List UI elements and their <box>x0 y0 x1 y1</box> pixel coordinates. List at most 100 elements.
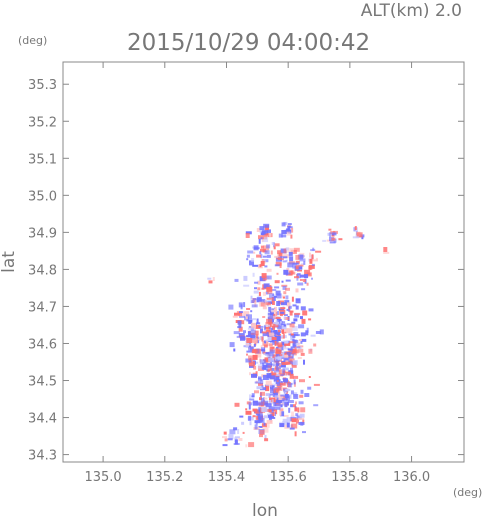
echo-cell <box>264 324 271 327</box>
echo-cell <box>260 302 266 307</box>
echo-cell <box>269 332 275 337</box>
echo-cell <box>280 323 286 327</box>
echo-cell <box>276 311 279 316</box>
echo-cell <box>264 438 269 442</box>
echo-cell <box>300 306 306 311</box>
echo-cell <box>291 418 297 423</box>
echo-cell <box>309 258 313 264</box>
echo-cell <box>264 234 267 240</box>
echo-cell <box>253 365 257 370</box>
echo-cell <box>304 274 309 279</box>
x-tick-label: 136.0 <box>393 470 430 485</box>
echo-cell <box>245 343 252 346</box>
echo-cell <box>251 304 258 308</box>
echo-cell <box>266 363 273 368</box>
echo-cell <box>250 329 256 335</box>
echo-cell <box>269 417 276 419</box>
echo-cell <box>274 333 280 336</box>
echo-cell <box>258 426 263 428</box>
echo-cell <box>249 421 252 426</box>
echo-cell <box>281 368 285 374</box>
echo-cell <box>274 317 281 320</box>
echo-cell <box>262 237 269 243</box>
echo-cell <box>313 383 320 386</box>
echo-cell <box>299 258 306 262</box>
echo-cell <box>275 363 282 366</box>
echo-cell <box>293 375 299 379</box>
echo-cell <box>246 314 252 320</box>
echo-cell <box>268 409 272 413</box>
echo-cell <box>308 376 311 378</box>
echo-cell <box>338 238 343 241</box>
echo-cell <box>285 247 289 251</box>
echo-cell <box>233 443 240 445</box>
echo-cell <box>276 257 282 260</box>
echo-cell <box>252 264 259 267</box>
echo-cell <box>295 298 301 304</box>
echo-cell <box>272 294 275 297</box>
echo-cell <box>268 306 272 312</box>
echo-cell <box>271 399 274 405</box>
echo-cell <box>288 383 293 388</box>
echo-cell <box>275 261 282 266</box>
echo-cell <box>259 359 266 365</box>
echo-cell <box>257 401 264 406</box>
echo-cell <box>276 318 282 323</box>
echo-cell <box>287 400 294 403</box>
echo-cell <box>329 241 336 244</box>
echo-cell <box>251 258 255 262</box>
echo-cell <box>273 379 276 382</box>
echo-cell <box>310 334 316 337</box>
echo-cell <box>289 256 294 262</box>
echo-cell <box>383 247 388 252</box>
echo-cell <box>322 239 327 242</box>
echo-cell <box>223 431 227 435</box>
echo-cell <box>258 376 262 382</box>
echo-cell <box>273 295 277 298</box>
echo-cell <box>295 254 300 260</box>
echo-cell <box>227 438 233 441</box>
echo-cell <box>271 367 275 371</box>
echo-cell <box>258 238 261 244</box>
echo-cell <box>256 228 260 232</box>
echo-cell <box>256 318 259 324</box>
echo-cell <box>259 226 265 231</box>
echo-cell <box>256 334 258 339</box>
echo-cell <box>253 251 256 254</box>
x-tick-label: 135.8 <box>331 470 368 485</box>
echo-cell <box>249 372 251 376</box>
echo-cell <box>265 403 272 408</box>
echo-cell <box>268 357 275 362</box>
axis-ticks: 34.3 34.4 34.5 34.6 34.7 34.8 34.9 35.0 35.1 35.2… <box>28 62 464 485</box>
echo-cell <box>240 336 245 341</box>
echo-cell <box>266 318 273 324</box>
echo-cell <box>267 337 272 341</box>
echo-cell <box>275 400 282 404</box>
echo-cell <box>290 404 294 408</box>
echo-cell <box>261 299 266 304</box>
echo-cell <box>263 422 266 426</box>
echo-cell <box>272 391 278 397</box>
echo-cell <box>302 431 306 434</box>
echo-cell <box>256 254 262 258</box>
echo-cell <box>260 387 266 391</box>
echo-cell <box>259 276 266 282</box>
echo-cell <box>292 360 298 366</box>
echo-cell <box>224 438 228 442</box>
echo-cell <box>261 331 267 334</box>
echo-cell <box>271 297 274 303</box>
y-tick-label: 34.7 <box>28 300 57 315</box>
echo-cell <box>270 389 276 394</box>
echo-cell <box>252 272 255 277</box>
echo-cell <box>288 305 292 309</box>
echo-cell <box>308 308 314 312</box>
echo-cell <box>281 222 286 227</box>
echo-cell <box>262 332 269 337</box>
echo-cell <box>290 354 293 357</box>
echo-cell <box>278 369 282 375</box>
echo-cell <box>286 308 289 311</box>
echo-cell <box>279 421 286 424</box>
echo-cell <box>256 386 263 390</box>
echo-cell <box>246 338 253 343</box>
echo-cell <box>275 375 280 380</box>
